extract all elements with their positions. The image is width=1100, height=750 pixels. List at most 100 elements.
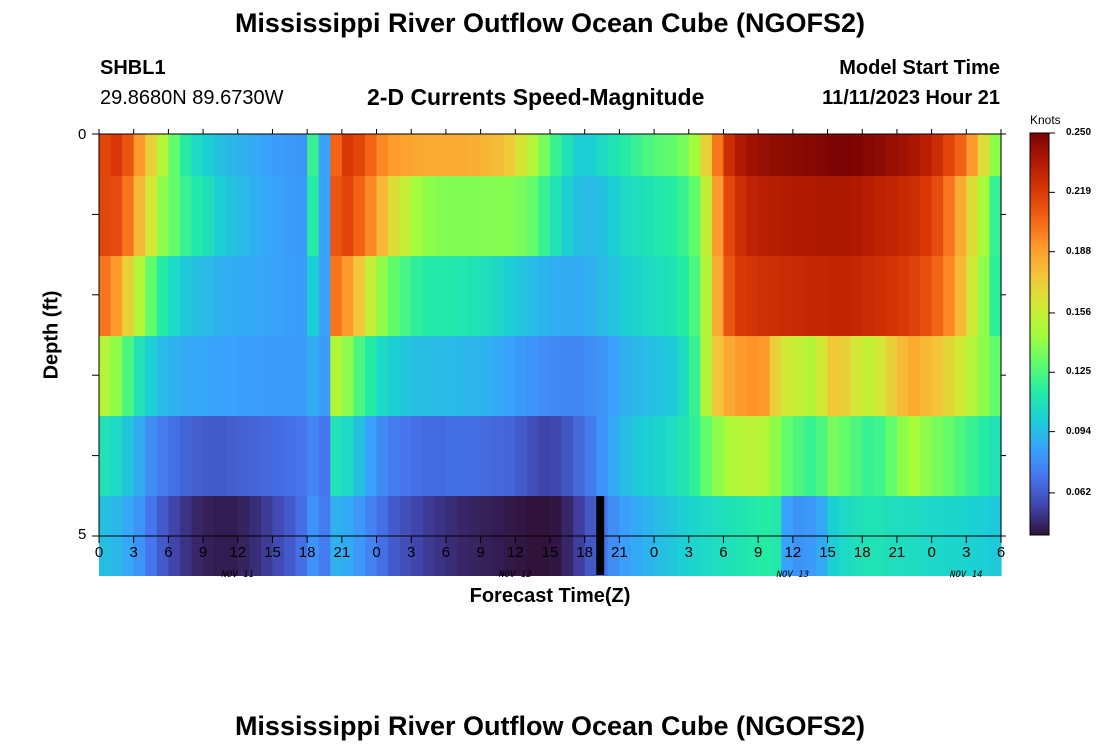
heatmap-cell (561, 416, 574, 496)
chart-subtitle: 2-D Currents Speed-Magnitude (367, 84, 705, 110)
heatmap-cell (203, 256, 216, 336)
heatmap-cell (214, 336, 227, 416)
heatmap-cell (688, 336, 701, 416)
y-tick-label-top: 0 (78, 126, 87, 143)
heatmap-cell (226, 176, 239, 256)
heatmap-cell (469, 336, 482, 416)
heatmap-cell (122, 336, 135, 416)
heatmap-cell (364, 416, 378, 496)
heatmap-cell (99, 256, 112, 336)
heatmap-cell (226, 336, 239, 416)
heatmap-cell (989, 176, 1002, 256)
heatmap-cell (723, 416, 736, 496)
heatmap-cell (249, 256, 262, 336)
heatmap-cell (654, 256, 667, 336)
heatmap-cell (677, 416, 690, 496)
heatmap-cell (619, 336, 632, 416)
x-tick-label: 15 (264, 544, 281, 561)
heatmap-cell (700, 336, 713, 416)
x-tick-label: 15 (541, 544, 559, 561)
colorbar-label: 0.062 (1066, 486, 1092, 498)
heatmap-cell (445, 134, 459, 176)
heatmap-cell (272, 416, 285, 496)
heatmap-cell (862, 176, 875, 256)
heatmap-cell (688, 416, 701, 496)
heatmap-cell (584, 256, 597, 336)
heatmap-cell (168, 416, 181, 496)
model-start-label: Model Start Time (839, 57, 1000, 79)
heatmap-cell (249, 416, 262, 496)
heatmap-cell (781, 134, 794, 176)
heatmap-cell (272, 336, 285, 416)
heatmap-cell (99, 416, 112, 496)
heatmap-cell (584, 176, 597, 256)
heatmap-cell (376, 416, 389, 496)
heatmap-cell (896, 256, 910, 336)
heatmap-cell (688, 176, 701, 256)
heatmap-cell (133, 336, 146, 416)
heatmap-cell (156, 336, 169, 416)
heatmap-cell (179, 336, 193, 416)
heatmap-cell (711, 336, 725, 416)
heatmap-cell (411, 256, 424, 336)
heatmap-cell (538, 176, 551, 256)
heatmap-cell (758, 176, 771, 256)
heatmap-cell (330, 416, 343, 496)
heatmap-cell (434, 134, 447, 176)
heatmap-cell (341, 256, 355, 336)
heatmap-cell (492, 176, 505, 256)
heatmap-cell (295, 176, 308, 256)
heatmap-cell (434, 256, 447, 336)
heatmap-cell (573, 176, 586, 256)
heatmap-cell (99, 134, 112, 176)
heatmap-cell (237, 336, 250, 416)
page-title: Mississippi River Outflow Ocean Cube (NG… (234, 8, 866, 38)
heatmap-cell (538, 336, 551, 416)
heatmap-cell (630, 336, 644, 416)
heatmap-cell (700, 256, 713, 336)
heatmap-cell (237, 256, 250, 336)
heatmap-cell (318, 176, 331, 256)
heatmap-cell (654, 176, 667, 256)
heatmap-cell (642, 134, 655, 176)
heatmap-cell (515, 336, 528, 416)
x-axis-ticks (98, 129, 1002, 543)
y-axis-ticks (92, 133, 1006, 537)
heatmap-cell (341, 336, 355, 416)
heatmap-cell (943, 416, 956, 496)
heatmap-cell (642, 336, 655, 416)
heatmap-cell (445, 336, 459, 416)
heatmap-cell (607, 336, 620, 416)
heatmap-cell (145, 336, 158, 416)
heatmap-cell (885, 176, 898, 256)
heatmap-cell (353, 256, 366, 336)
heatmap-cell (908, 336, 921, 416)
heatmap-cell (966, 416, 979, 496)
heatmap-cell (411, 176, 424, 256)
y-tick-label-bottom: 5 (78, 526, 87, 543)
heatmap-cell (284, 336, 297, 416)
heatmap-cell (399, 134, 412, 176)
heatmap-cell (711, 416, 725, 496)
heatmap-cell (503, 336, 516, 416)
heatmap-cell (954, 176, 967, 256)
heatmap-cell (503, 134, 516, 176)
heatmap-cell (110, 134, 123, 176)
heatmap-cell (422, 176, 435, 256)
x-tick-label: 6 (164, 544, 173, 561)
heatmap-cell (943, 256, 956, 336)
heatmap-cell (399, 336, 412, 416)
model-start-value: 11/11/2023 Hour 21 (822, 87, 1000, 109)
heatmap-cell (203, 176, 216, 256)
heatmap-cell (630, 134, 644, 176)
heatmap-cell (284, 256, 297, 336)
heatmap-cell (364, 256, 378, 336)
x-tick-label: 12 (784, 544, 802, 561)
heatmap-cell (642, 416, 655, 496)
heatmap-cell (503, 176, 516, 256)
heatmap-cell (99, 176, 112, 256)
heatmap-cell (665, 336, 678, 416)
heatmap-cell (318, 336, 331, 416)
heatmap-cell (954, 336, 967, 416)
